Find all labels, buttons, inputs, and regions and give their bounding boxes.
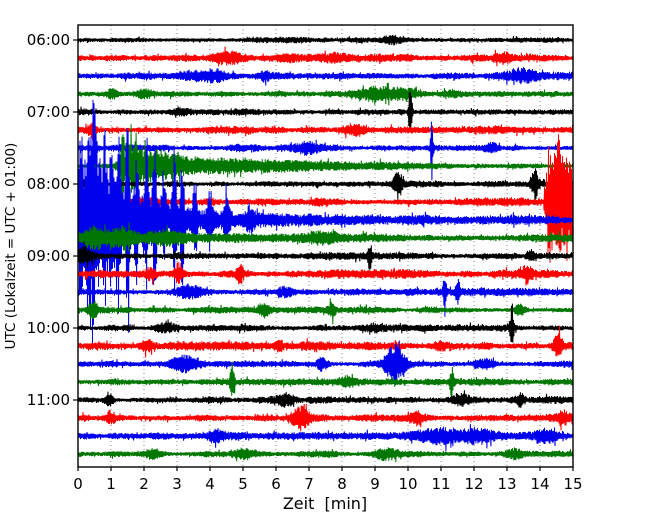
x-tick-label-2: 2 [139,475,149,493]
seismogram-trace-0630 [77,67,574,86]
seismogram-trace-1000 [77,303,574,343]
seismogram-trace-1115 [77,403,574,432]
seismogram-trace-0730 [77,113,574,181]
x-tick-label-7: 7 [304,475,314,493]
seismogram-trace-1100 [77,390,574,408]
hour-label-06:00: 06:00 [27,31,70,49]
seismogram-trace-0600 [77,34,574,46]
tick-layer: 0 1 2 3 4 5 6 7 8 9 10 11 12 13 14 1506:0007:0008:0009:… [27,31,583,493]
seismogram-trace-1145 [77,447,574,463]
x-tick-label-6: 6 [271,475,281,493]
seismogram-trace-0745 [77,124,574,209]
x-tick-label-9: 9 [370,475,380,493]
x-tick-label-10: 10 [398,475,417,493]
seismogram-trace-0945 [77,298,574,325]
x-tick-label-15: 15 [563,475,582,493]
x-tick-label-5: 5 [238,475,248,493]
hour-label-09:00: 09:00 [27,247,70,265]
seismogram-trace-0715 [77,122,574,141]
seismogram-trace-0845 [77,222,574,255]
hour-label-11:00: 11:00 [27,391,70,409]
x-tick-label-8: 8 [337,475,347,493]
x-axis-label: Zeit [min] [283,494,367,513]
x-tick-label-4: 4 [205,475,215,493]
trace-layer [77,34,574,463]
x-tick-label-1: 1 [106,475,116,493]
seismogram-trace-1045 [77,361,574,398]
x-tick-label-0: 0 [73,475,83,493]
x-tick-label-11: 11 [431,475,450,493]
hour-label-10:00: 10:00 [27,319,70,337]
x-tick-label-13: 13 [497,475,516,493]
seismogram-trace-0700 [77,91,574,131]
x-tick-label-14: 14 [530,475,549,493]
hour-label-08:00: 08:00 [27,175,70,193]
seismogram-trace-0645 [77,82,574,106]
seismogram-trace-0915 [77,261,574,286]
seismogram-trace-0615 [77,46,574,67]
seismogram-trace-0900 [77,241,574,271]
seismogram-trace-1015 [77,325,574,358]
seismogram-trace-0930 [77,278,574,317]
hour-label-07:00: 07:00 [27,103,70,121]
x-tick-label-3: 3 [172,475,182,493]
axes-border [77,24,574,468]
x-tick-label-12: 12 [464,475,483,493]
seismogram-trace-1130 [77,423,574,452]
seismogram-trace-0800 [77,168,574,206]
y-axis-label: UTC (Lokalzeit = UTC + 01:00) [3,143,19,350]
seismogram-trace-1030 [77,340,574,384]
